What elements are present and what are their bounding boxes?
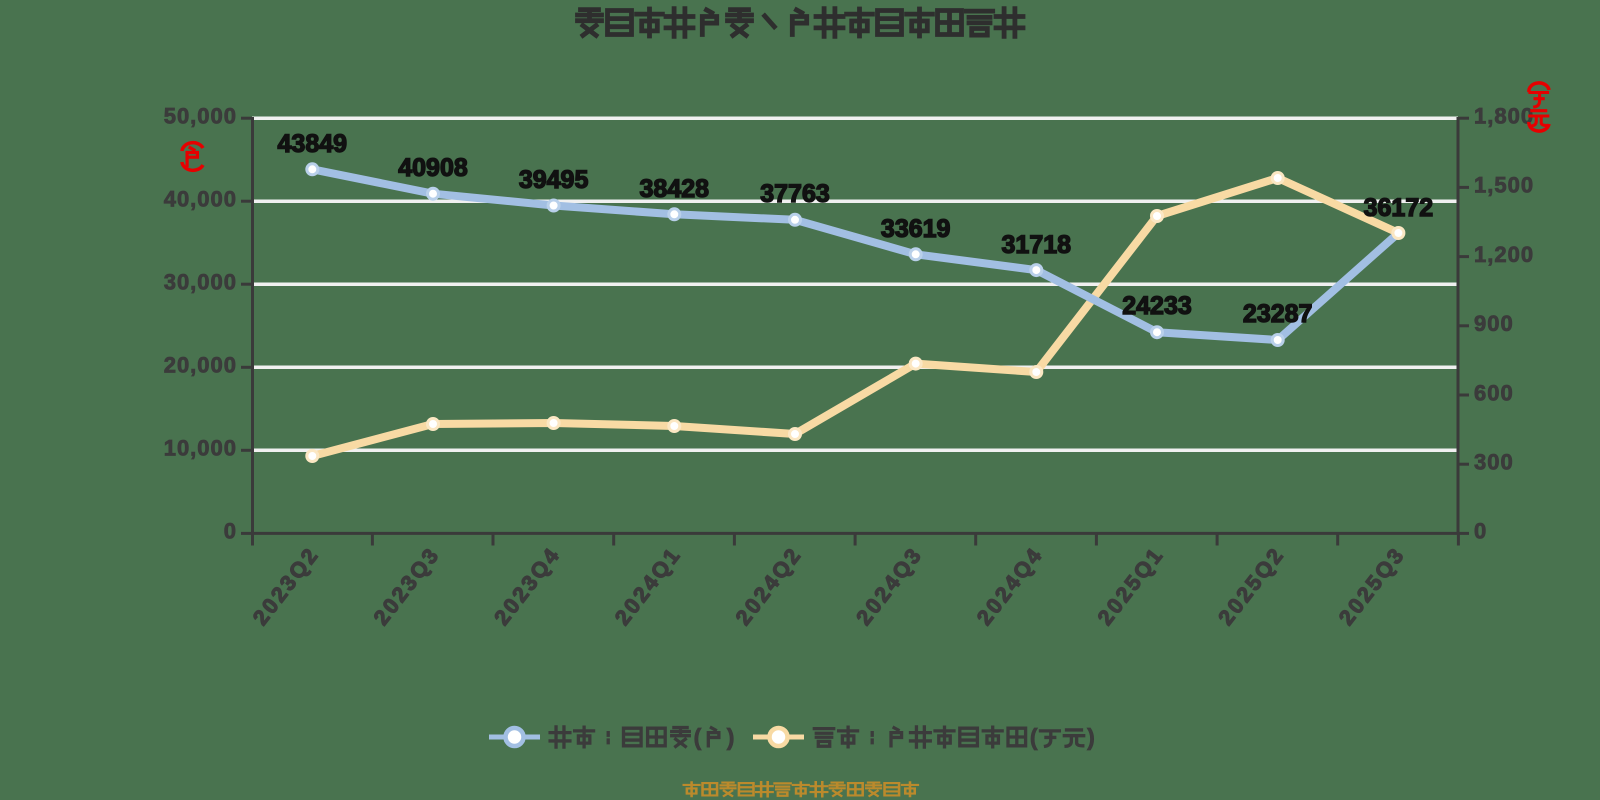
svg-text:39495: 39495 — [519, 166, 589, 194]
svg-text:2024Q2: 2024Q2 — [731, 542, 807, 629]
svg-text:36172: 36172 — [1364, 194, 1434, 222]
svg-text:33619: 33619 — [881, 215, 951, 243]
svg-text:30,000: 30,000 — [164, 270, 237, 295]
svg-text:(: ( — [1030, 724, 1038, 750]
svg-text:300: 300 — [1474, 450, 1514, 475]
svg-text:43849: 43849 — [278, 130, 348, 158]
svg-text:2024Q4: 2024Q4 — [972, 542, 1048, 629]
svg-text:40,000: 40,000 — [164, 187, 237, 212]
svg-text:2025Q3: 2025Q3 — [1334, 542, 1410, 629]
svg-text:40908: 40908 — [398, 154, 468, 182]
svg-text:2024Q1: 2024Q1 — [610, 542, 686, 629]
svg-text:(: ( — [694, 724, 702, 750]
svg-text:2023Q4: 2023Q4 — [490, 542, 566, 629]
svg-text:50,000: 50,000 — [164, 104, 237, 129]
svg-text:0: 0 — [224, 519, 237, 544]
svg-text:600: 600 — [1474, 380, 1514, 405]
svg-text:0: 0 — [1474, 519, 1487, 544]
svg-text:1,500: 1,500 — [1474, 173, 1534, 198]
svg-text:23287: 23287 — [1243, 300, 1313, 328]
svg-text:24233: 24233 — [1122, 292, 1192, 320]
svg-text:): ) — [1087, 724, 1095, 750]
svg-text:2025Q2: 2025Q2 — [1214, 542, 1290, 629]
svg-text:900: 900 — [1474, 311, 1514, 336]
svg-text:2023Q3: 2023Q3 — [369, 542, 445, 629]
svg-text:37763: 37763 — [760, 180, 830, 208]
svg-text:1,200: 1,200 — [1474, 242, 1534, 267]
svg-text:38428: 38428 — [640, 175, 710, 203]
svg-text:2025Q1: 2025Q1 — [1093, 542, 1169, 629]
svg-text:2024Q3: 2024Q3 — [852, 542, 928, 629]
svg-text:10,000: 10,000 — [164, 436, 237, 461]
svg-text:1,800: 1,800 — [1474, 104, 1534, 129]
svg-text:): ) — [727, 724, 735, 750]
svg-text:20,000: 20,000 — [164, 353, 237, 378]
svg-text:2023Q2: 2023Q2 — [248, 542, 324, 629]
svg-text:31718: 31718 — [1002, 231, 1072, 259]
